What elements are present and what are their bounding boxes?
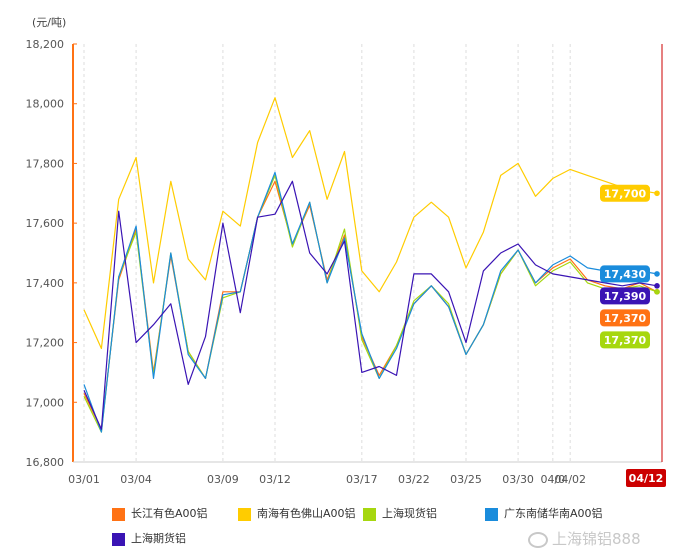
x-tick-label: 03/09 <box>207 473 239 486</box>
y-tick-label: 17,800 <box>26 157 65 170</box>
y-unit-label: (元/吨) <box>32 16 66 29</box>
y-axis-ticks: 16,800 17,000 17,200 17,400 17,600 17,800 18,0… <box>26 38 77 469</box>
y-tick-label: 16,800 <box>26 456 65 469</box>
x-tick-label: 03/17 <box>346 473 378 486</box>
legend-item-series-4[interactable]: 上海期货铝 <box>112 532 186 546</box>
y-tick-label: 18,000 <box>26 98 65 111</box>
series-lines <box>83 97 658 433</box>
series-line <box>83 174 658 433</box>
endpoint-dot <box>654 271 660 277</box>
legend-swatch <box>485 507 498 521</box>
x-axis-ticks: 03/01 03/04 03/09 03/12 03/17 03/22 03/25 03/30… <box>68 473 586 486</box>
x-tick-label: 03/25 <box>450 473 482 486</box>
crosshair-date-badge <box>626 469 666 487</box>
x-tick-label: 04/02 <box>554 473 586 486</box>
legend-swatch <box>112 532 125 546</box>
series-line <box>83 97 658 350</box>
x-tick-label: 03/01 <box>68 473 100 486</box>
legend-item-series-2[interactable]: 上海现货铝 <box>363 507 437 521</box>
x-tick-label: 03/30 <box>502 473 534 486</box>
legend-label: 上海期货铝 <box>131 532 186 545</box>
end-value-badge <box>600 331 650 349</box>
end-value-label: 17,370 <box>604 312 647 325</box>
legend-swatch <box>238 507 251 521</box>
endpoint-dot <box>654 289 660 295</box>
legend-label: 上海现货铝 <box>382 507 437 520</box>
endpoint-dot <box>654 190 660 197</box>
end-value-labels: 17,700 17,430 17,390 17,370 17,370 <box>600 184 660 349</box>
legend-label: 长江有色A00铝 <box>131 507 208 520</box>
endpoint-dot <box>654 283 660 289</box>
legend-item-series-1[interactable]: 南海有色佛山A00铝 <box>238 507 356 521</box>
end-value-label: 17,700 <box>604 187 647 200</box>
end-value-label: 17,390 <box>604 290 647 303</box>
y-tick-label: 17,200 <box>26 337 65 350</box>
watermark: 上海锦铝888 <box>528 528 641 549</box>
legend-label: 广东南储华南A00铝 <box>504 507 603 520</box>
x-tick-label: 03/12 <box>259 473 291 486</box>
legend-swatch <box>363 507 376 521</box>
end-value-badge <box>600 287 650 305</box>
end-value-label: 17,430 <box>604 268 647 281</box>
y-tick-label: 17,400 <box>26 277 65 290</box>
axes: 04/12 <box>72 44 666 487</box>
end-value-label: 17,370 <box>604 334 647 347</box>
end-value-badge <box>600 265 650 283</box>
watermark-text: 上海锦铝888 <box>552 530 641 548</box>
y-tick-label: 17,600 <box>26 217 65 230</box>
y-tick-label: 17,000 <box>26 396 65 409</box>
y-tick-label: 18,200 <box>26 38 65 51</box>
legend-label: 南海有色佛山A00铝 <box>257 507 356 520</box>
legend-item-series-3[interactable]: 广东南储华南A00铝 <box>485 507 603 521</box>
crosshair-date-label: 04/12 <box>629 472 664 485</box>
weibo-icon <box>528 531 548 548</box>
x-tick-label: 04/0 <box>540 473 565 486</box>
end-value-badge <box>600 309 650 327</box>
series-line <box>83 180 658 430</box>
x-tick-label: 03/04 <box>120 473 152 486</box>
x-tick-label: 03/22 <box>398 473 430 486</box>
grid <box>83 44 571 462</box>
end-value-badge <box>600 184 650 202</box>
legend-swatch <box>112 507 125 521</box>
series-line <box>83 171 658 433</box>
legend-item-series-0[interactable]: 长江有色A00铝 <box>112 507 208 521</box>
